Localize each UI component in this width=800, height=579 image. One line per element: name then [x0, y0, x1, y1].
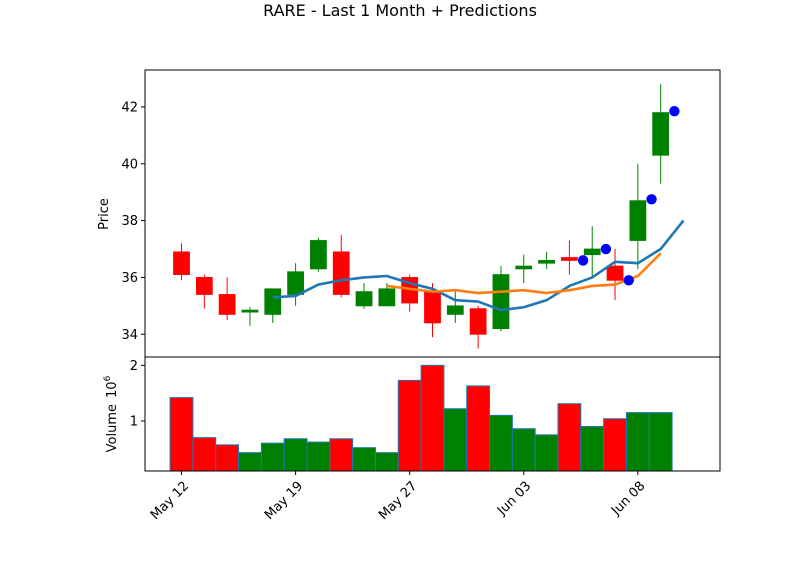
volume-bar — [283, 438, 308, 472]
candle-body — [652, 112, 670, 156]
x-tick-label: May 12 — [148, 479, 192, 523]
x-tick-label: May 27 — [376, 479, 420, 523]
candle-body — [515, 265, 533, 270]
volume-axis-label-base: 10 — [105, 381, 120, 398]
price-ytick-label: 34 — [121, 328, 138, 343]
candle-body — [195, 277, 213, 295]
moving-average-short-line — [272, 219, 685, 312]
prediction-marker — [669, 106, 680, 117]
x-tick-label: Jun 08 — [608, 479, 648, 519]
volume-axis-label: Volume 106 — [103, 375, 120, 452]
prediction-marker — [623, 275, 634, 286]
volume-bar — [374, 452, 399, 472]
price-ytick-label: 40 — [121, 157, 138, 172]
volume-bar — [420, 364, 445, 472]
volume-bar — [329, 438, 354, 472]
candle-body — [424, 291, 441, 324]
volume-bar — [260, 442, 285, 472]
volume-bar — [397, 379, 422, 472]
price-axis-label: Price — [97, 198, 112, 230]
volume-axis-label-power: 6 — [103, 375, 113, 381]
candle-body — [629, 200, 647, 241]
candle-body — [264, 288, 282, 315]
volume-bar — [466, 385, 491, 472]
volume-bar — [648, 412, 673, 472]
candle-body — [332, 251, 350, 295]
volume-bar — [192, 437, 217, 472]
volume-bar — [352, 447, 376, 472]
candle-body — [173, 251, 190, 275]
candle-body — [469, 308, 487, 335]
volume-bar — [215, 444, 240, 472]
candle-body — [378, 288, 396, 307]
volume-axes-frame — [144, 356, 721, 472]
price-panel: 34 36 38 40 42 — [121, 69, 721, 358]
volume-bar — [511, 428, 536, 472]
volume-bar — [489, 414, 513, 472]
volume-bar — [169, 397, 194, 472]
chart-title: RARE - Last 1 Month + Predictions — [263, 1, 537, 20]
candle-body — [492, 274, 510, 329]
volume-bar — [557, 403, 582, 472]
candle-body — [446, 305, 464, 315]
volume-bar — [306, 441, 331, 472]
moving-average-long-line — [386, 252, 662, 295]
volume-bar — [534, 434, 559, 472]
volume-axis-label-text: Volume — [105, 404, 120, 452]
volume-bar — [580, 426, 605, 472]
candle-body — [606, 265, 624, 281]
x-tick-label: May 19 — [262, 479, 306, 523]
x-tick-label: Jun 03 — [494, 479, 534, 519]
candle-body — [218, 294, 236, 315]
candle-body — [355, 291, 373, 307]
prediction-marker — [646, 194, 657, 205]
volume-ytick-label: 1 — [130, 414, 138, 429]
volume-bar — [443, 408, 468, 472]
price-ytick-label: 42 — [121, 100, 138, 115]
volume-panel: 12 — [130, 356, 721, 472]
candle-body — [561, 257, 578, 261]
candle-body — [287, 271, 304, 295]
prediction-marker — [600, 243, 612, 255]
prediction-marker — [577, 255, 589, 266]
candle-body — [538, 259, 555, 264]
candle-body — [241, 309, 259, 313]
candle-body — [583, 248, 601, 256]
volume-bar — [238, 452, 262, 472]
volume-bar — [603, 418, 627, 472]
x-axis: May 12 May 19 May 27 Jun 03 Jun 08 — [148, 471, 648, 523]
price-ytick-label: 36 — [121, 271, 138, 286]
volume-ytick-label: 2 — [130, 359, 138, 374]
candle-body — [310, 240, 327, 270]
price-ytick-label: 38 — [121, 214, 138, 229]
volume-bar — [625, 412, 650, 472]
